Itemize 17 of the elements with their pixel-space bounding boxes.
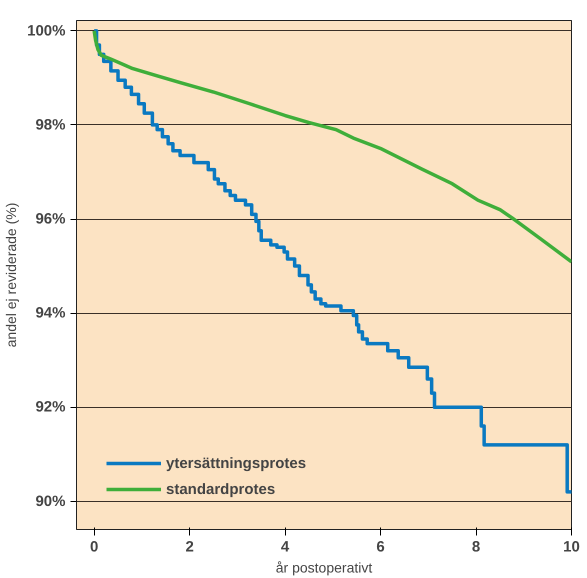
- y-tick-label: 94%: [35, 304, 66, 322]
- y-tick-label: 100%: [27, 22, 66, 40]
- x-tick-label: 0: [90, 538, 98, 556]
- y-tick-label: 98%: [35, 116, 66, 134]
- legend-label: ytersättningsprotes: [166, 454, 306, 472]
- x-axis-title: år postoperativt: [276, 560, 372, 576]
- y-tick-label: 90%: [35, 492, 66, 510]
- x-tick-label: 10: [563, 538, 580, 556]
- x-tick-label: 8: [472, 538, 480, 556]
- x-tick-label: 2: [185, 538, 194, 556]
- y-tick-label: 96%: [35, 210, 66, 228]
- x-tick-label: 4: [280, 538, 290, 556]
- x-tick-label: 6: [376, 538, 385, 556]
- y-axis-title: andel ej reviderade (%): [3, 202, 20, 348]
- legend-label: standardprotes: [166, 480, 276, 498]
- y-tick-label: 92%: [35, 398, 66, 416]
- line-series: [92, 29, 572, 264]
